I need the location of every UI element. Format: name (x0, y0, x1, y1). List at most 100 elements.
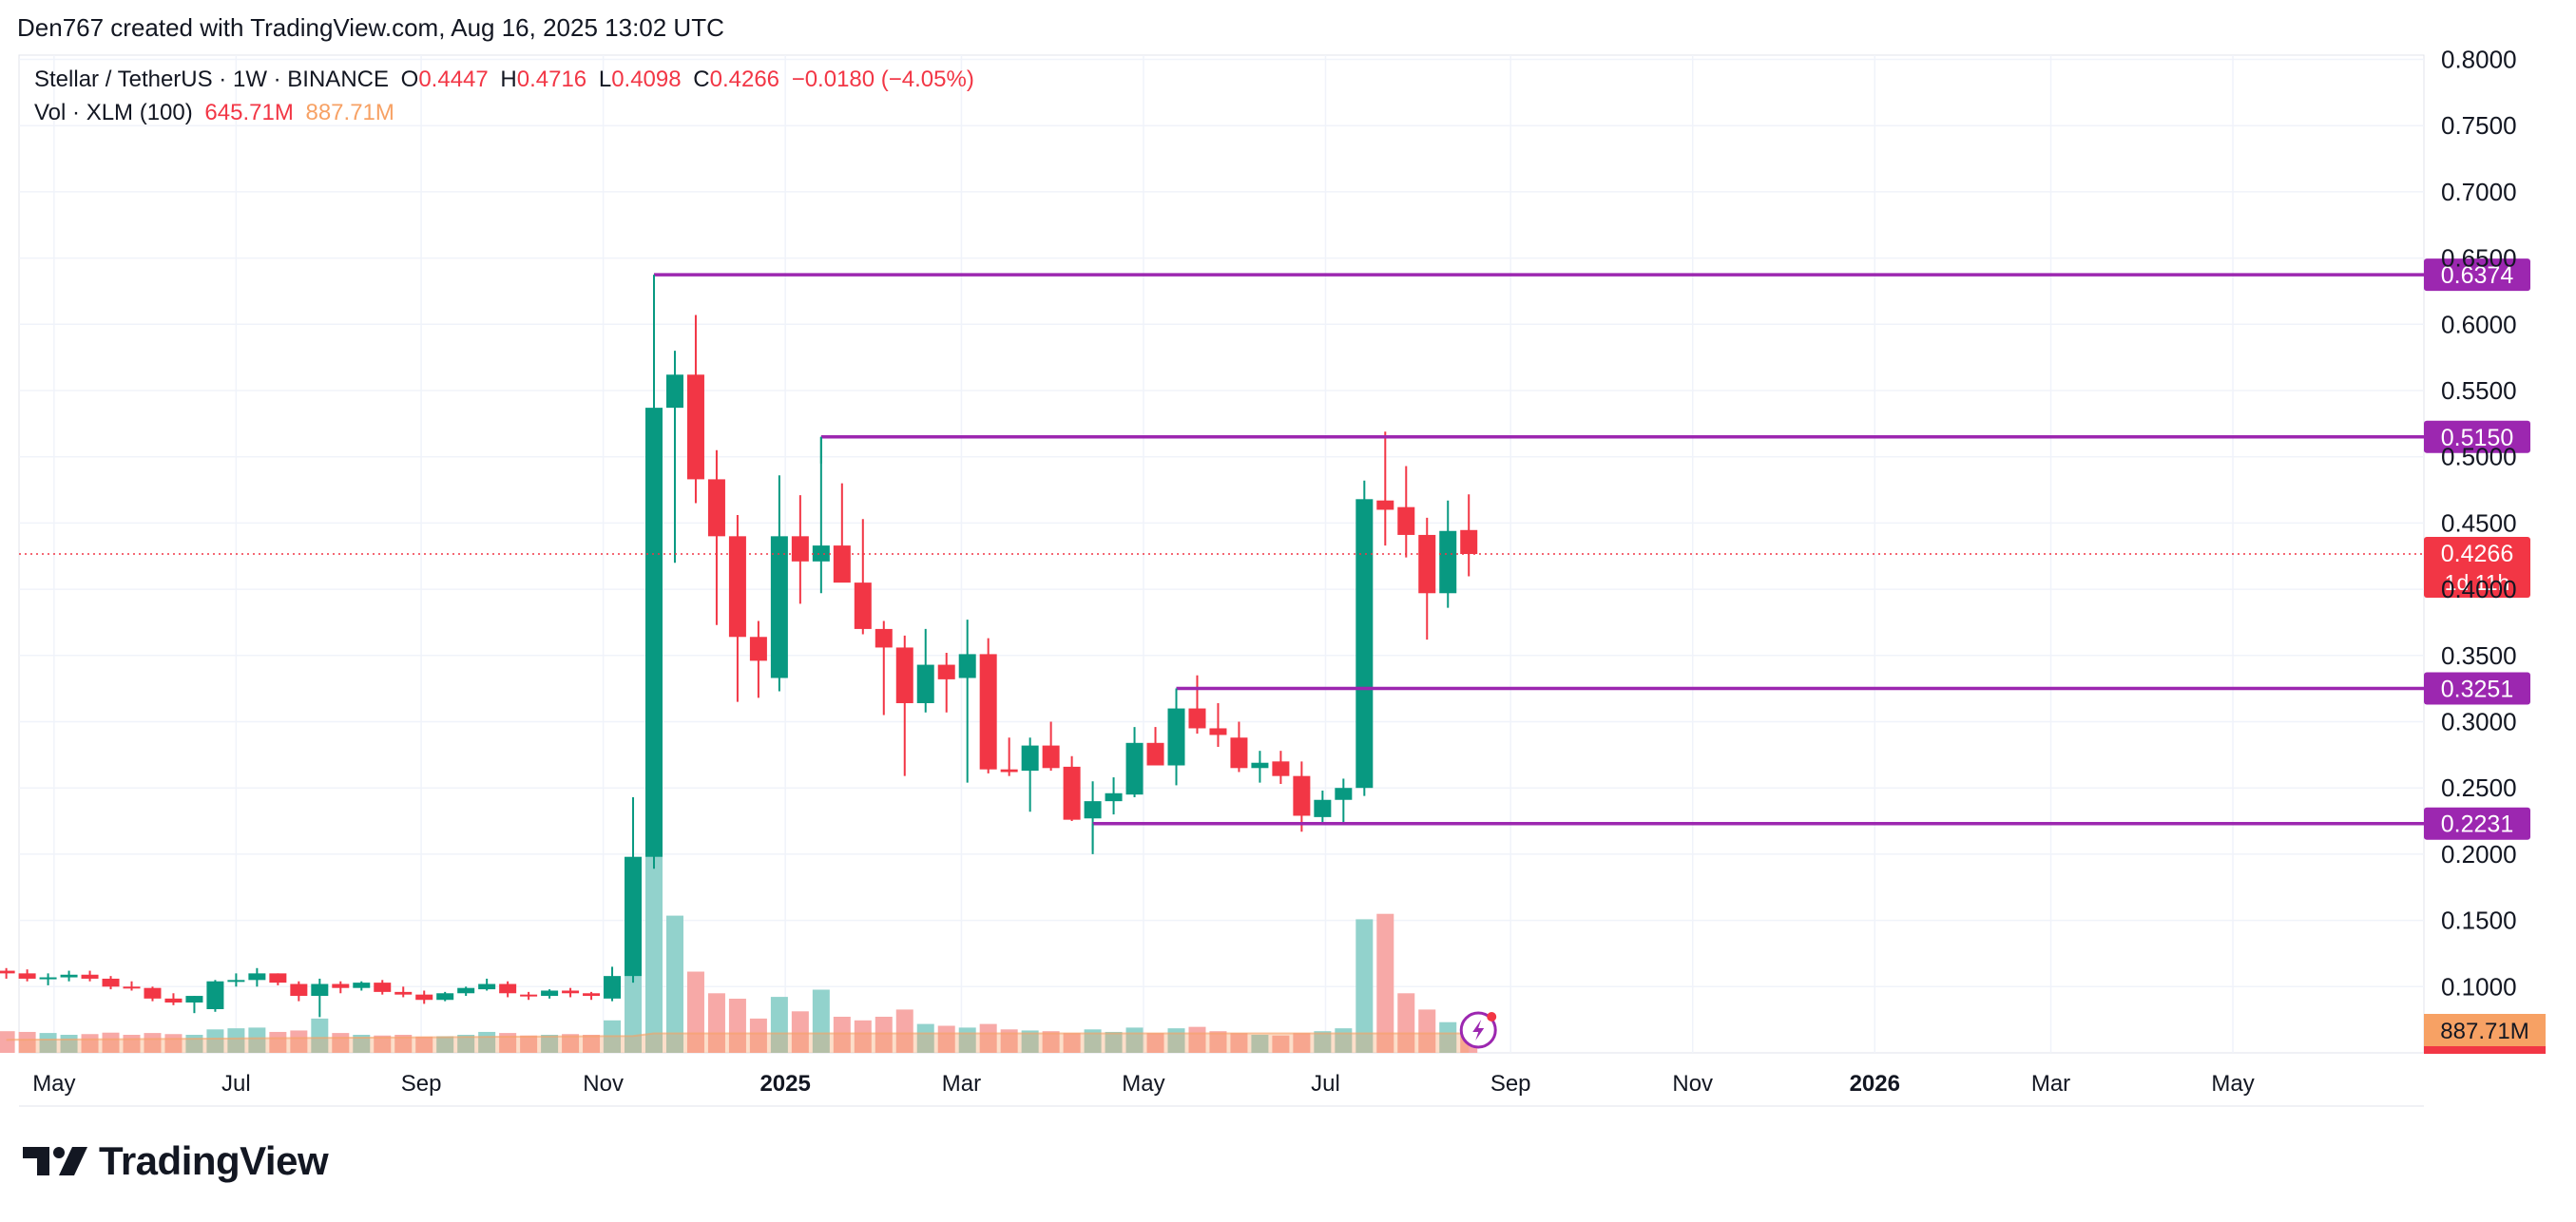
candle-body (895, 647, 913, 703)
volume-bar (0, 1031, 15, 1053)
legend-close-value: 0.4266 (709, 67, 780, 92)
candle-body (625, 856, 643, 977)
time-tick-label: Sep (401, 1071, 442, 1097)
candle-body (1418, 534, 1436, 594)
price-tick-label: 0.3000 (2441, 708, 2517, 736)
legend-ohlc: Stellar / TetherUS · 1W · BINANCE O0.444… (34, 67, 980, 93)
last-price-tag (2424, 537, 2530, 599)
candle-body (185, 996, 203, 1003)
candle-body (478, 983, 496, 990)
candle-body (60, 974, 78, 978)
level-lines: 0.6374 0.5150 0.3251 0.2231 0.4266 1d 11h 887.… (19, 258, 2546, 1054)
volume-bar (562, 1034, 580, 1053)
volume-bar (206, 1029, 224, 1053)
price-axis: 0.8000 0.7500 0.7000 0.6500 0.6000 0.5500 0.50… (2441, 46, 2517, 1002)
candle-body (227, 980, 245, 983)
volume-ma-area (6, 1033, 1470, 1053)
price-tick-label: 0.3500 (2441, 641, 2517, 670)
candle-body (791, 536, 809, 562)
time-tick-label: 2025 (759, 1071, 810, 1097)
candle-body (520, 994, 538, 997)
candle-body (144, 987, 162, 999)
candle-body (1335, 788, 1353, 800)
legend-symbol[interactable]: Stellar / TetherUS · 1W · BINANCE (34, 67, 389, 92)
volume-bar (394, 1035, 413, 1053)
volume-bar (520, 1035, 538, 1053)
candle-body (1042, 745, 1060, 769)
candle-body (1397, 506, 1415, 535)
volume-bar (1000, 1029, 1018, 1053)
volume-bar (1418, 1009, 1436, 1053)
legend-low-label: L (598, 67, 612, 92)
volume-bar (541, 1035, 559, 1053)
candle-body (123, 986, 141, 989)
candle-body (812, 545, 830, 562)
time-tick-label: Nov (583, 1071, 624, 1097)
candle-body (604, 976, 622, 999)
volume-bar (749, 1018, 767, 1053)
volume-bar (227, 1028, 245, 1053)
volume-bar (1146, 1033, 1164, 1053)
volume-bar (1167, 1028, 1185, 1053)
chart-grid (18, 54, 2425, 1107)
level-price-label: 0.5150 (2441, 425, 2513, 451)
attribution-text: Den767 created with TradingView.com, Aug… (17, 13, 724, 42)
candle-body (833, 545, 851, 583)
candle-body (1084, 801, 1102, 819)
tradingview-logo[interactable]: TradingView (23, 1138, 329, 1184)
price-tick-label: 0.7500 (2441, 111, 2517, 140)
volume-bar (102, 1032, 120, 1053)
volume-bar (1230, 1033, 1248, 1053)
time-tick-label: May (1122, 1071, 1164, 1097)
candle-body (311, 983, 329, 997)
legend-volume-label[interactable]: Vol · XLM (100) (34, 100, 193, 125)
candle-body (436, 993, 454, 1001)
candle-body (1188, 708, 1206, 729)
volume-bar (833, 1017, 851, 1053)
volume-bar (979, 1023, 997, 1053)
legend-open-label: O (400, 67, 419, 92)
candle-body (332, 983, 350, 988)
volume-bar (248, 1027, 266, 1053)
price-tick-label: 0.6000 (2441, 310, 2517, 338)
candle-body (499, 983, 517, 994)
candle-body (415, 994, 433, 1001)
volume-bar (1439, 1022, 1457, 1053)
time-tick-label: May (2211, 1071, 2254, 1097)
time-tick-label: Mar (2031, 1071, 2070, 1097)
legend-low-value: 0.4098 (611, 67, 682, 92)
candle-body (1355, 499, 1374, 789)
candle-body (394, 991, 413, 995)
candle-body (645, 408, 663, 857)
candle-body (374, 983, 392, 992)
price-tick-label: 0.5000 (2441, 443, 2517, 471)
lightning-glyph (1472, 1020, 1485, 1041)
volume-bar (583, 1035, 601, 1053)
candles-layer (0, 275, 1478, 1018)
time-tick-label: May (32, 1071, 75, 1097)
level-price-tag (2424, 672, 2530, 705)
volume-ma-tag (2424, 1014, 2546, 1046)
candle-body (102, 978, 120, 987)
price-tick-label: 0.2000 (2441, 840, 2517, 869)
volume-bar (895, 1009, 913, 1053)
candle-body (1209, 728, 1227, 735)
candle-body (1105, 792, 1123, 802)
tradingview-brand-name: TradingView (99, 1138, 329, 1183)
volume-bar (812, 989, 830, 1053)
candle-body (728, 536, 746, 638)
last-price-label: 0.4266 (2441, 541, 2513, 567)
volume-pane (0, 845, 1478, 1053)
time-tick-label: Mar (942, 1071, 981, 1097)
time-axis: May Jul Sep Nov 2025 Mar May Jul Sep Nov 2026 Mar Ma… (32, 1071, 2255, 1097)
candle-body (562, 990, 580, 994)
volume-bar (499, 1033, 517, 1053)
level-price-tag (2424, 258, 2530, 292)
volume-bar (645, 845, 663, 1053)
candle-body (1146, 742, 1164, 766)
time-tick-label: Jul (1311, 1071, 1340, 1097)
candle-body (1125, 742, 1144, 795)
volume-bar (457, 1035, 475, 1053)
legend-change: −0.0180 (−4.05%) (791, 67, 974, 92)
